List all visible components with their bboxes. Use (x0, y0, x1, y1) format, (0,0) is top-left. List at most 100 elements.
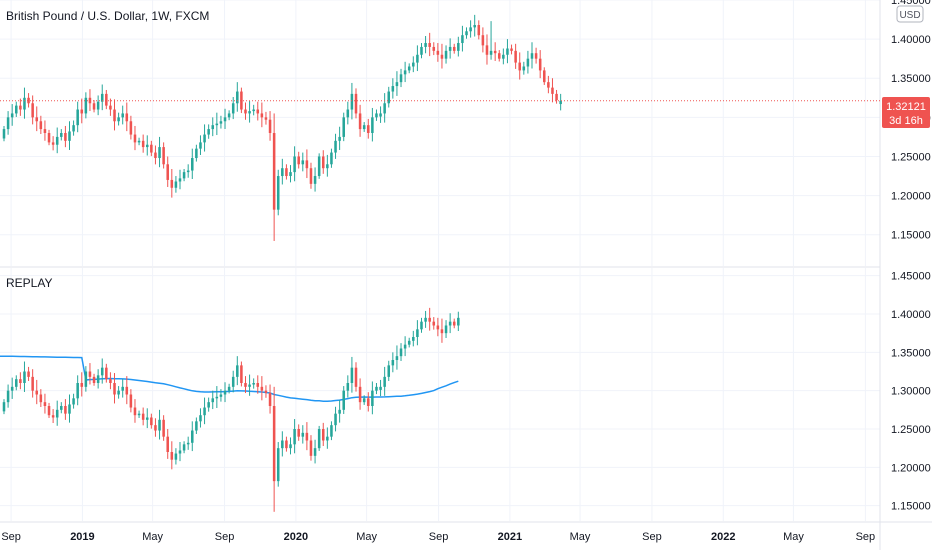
main-candle-body (473, 25, 476, 28)
main-candle (469, 20, 472, 38)
replay-candle-body (207, 402, 210, 408)
main-candle-body (219, 121, 223, 124)
main-candle-body (465, 31, 468, 36)
main-candle-body (547, 82, 550, 88)
main-candle (477, 20, 481, 40)
replay-candle-body (436, 325, 440, 330)
replay-candle (117, 386, 120, 399)
main-candle-body (293, 156, 296, 173)
main-candle (330, 148, 333, 168)
main-candle (60, 129, 63, 141)
main-candle (223, 108, 227, 130)
replay-candle (88, 363, 92, 385)
replay-candle (334, 406, 337, 432)
replay-candle (350, 356, 354, 393)
main-candle-body (35, 117, 39, 122)
replay-candle-body (399, 348, 403, 357)
replay-candle (354, 362, 358, 392)
main-candle-body (47, 133, 51, 143)
replay-axis-tick-label: 1.40000 (891, 309, 931, 321)
replay-candle (215, 386, 219, 408)
replay-candle-body (444, 325, 448, 334)
main-candle (203, 124, 206, 152)
replay-candle (6, 384, 10, 408)
replay-candle (191, 421, 194, 452)
main-candle-body (379, 113, 382, 117)
replay-candle-body (215, 396, 219, 399)
currency-badge[interactable]: USD (896, 5, 924, 23)
main-candle-body (231, 103, 235, 114)
replay-candle-body (84, 371, 88, 387)
time-axis-tick-label: May (142, 531, 163, 543)
replay-label: REPLAY (6, 276, 52, 290)
main-candle (240, 87, 243, 114)
replay-candle (383, 366, 386, 396)
replay-candle-body (174, 453, 178, 460)
main-candle-body (448, 46, 452, 51)
main-candle (88, 89, 92, 112)
main-candle (211, 117, 215, 137)
main-candle-body (493, 50, 497, 54)
main-candle-body (166, 164, 169, 180)
main-candle-body (371, 117, 374, 133)
main-candle-body (342, 117, 345, 137)
replay-candle-body (367, 398, 370, 406)
main-candle-body (23, 97, 26, 110)
replay-candle (330, 421, 333, 441)
replay-candle (448, 313, 452, 334)
main-candle (268, 111, 272, 141)
main-candle-body (92, 103, 96, 110)
replay-candle (96, 369, 100, 389)
replay-candle-body (248, 384, 251, 387)
replay-candle (109, 372, 112, 390)
main-candle (448, 38, 452, 59)
replay-axis-tick-label: 1.15000 (891, 501, 931, 513)
main-candle (105, 89, 108, 110)
replay-candle-body (60, 406, 63, 410)
replay-candle-body (330, 425, 333, 437)
main-candle-body (154, 152, 157, 159)
main-candle-body (64, 133, 67, 141)
main-candle-body (256, 109, 260, 114)
main-candle (199, 135, 202, 155)
replay-price-axis[interactable]: 1.45000 1.40000 1.35000 1.30000 1.25000 1.200… (891, 271, 931, 513)
replay-candle (362, 395, 366, 405)
replay-candle (399, 343, 403, 361)
main-candle (534, 47, 538, 64)
replay-candle (395, 345, 399, 370)
main-candle (39, 115, 43, 135)
main-candle-body (350, 93, 354, 110)
replay-candle (424, 310, 427, 328)
replay-candle-body (420, 321, 423, 330)
main-candle-body (444, 50, 448, 59)
main-candle (227, 110, 231, 121)
main-candle (137, 137, 141, 146)
main-candle (358, 104, 362, 137)
main-candle-body (191, 158, 194, 171)
replay-candle-body (452, 321, 456, 326)
main-candle (248, 100, 251, 123)
main-candle-body (2, 129, 6, 139)
time-axis-tick-label: Sep (1, 531, 21, 543)
replay-candle-body (313, 448, 317, 456)
time-axis[interactable]: Sep 2019 May Sep 2020 May Sep 2021 May Sep 2022 May… (1, 531, 875, 543)
replay-candle (39, 389, 43, 407)
main-candle (518, 52, 521, 80)
replay-candle-body (6, 390, 10, 403)
main-candle (395, 71, 399, 96)
main-candle (555, 89, 558, 104)
replay-candle (379, 379, 382, 397)
main-candle (346, 101, 350, 125)
replay-candle (313, 439, 317, 464)
main-candle-body (121, 113, 124, 118)
main-candle (252, 104, 255, 116)
main-candle (326, 154, 329, 177)
replay-candle (268, 384, 272, 414)
replay-candle-body (293, 429, 296, 445)
main-candle (526, 50, 530, 74)
replay-candle (125, 376, 129, 405)
main-candle-body (211, 125, 215, 130)
main-candle (522, 61, 526, 75)
main-candle (403, 61, 407, 83)
